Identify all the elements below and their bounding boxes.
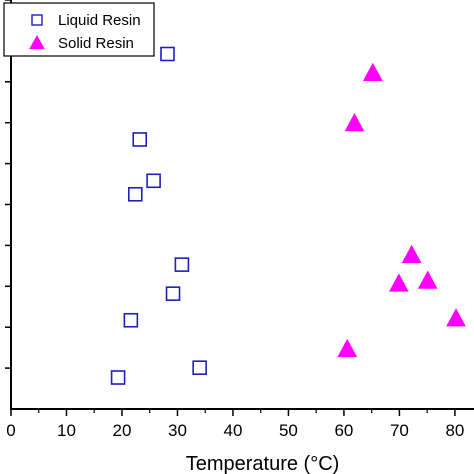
x-tick-label: 30 xyxy=(168,421,187,440)
data-point-liquid-resin xyxy=(165,286,181,301)
data-point-solid-resin xyxy=(446,308,466,327)
legend-marker-solid-resin xyxy=(29,34,45,50)
legend-label: Liquid Resin xyxy=(58,12,141,29)
x-tick-label: 0 xyxy=(6,421,15,440)
data-point-liquid-resin xyxy=(132,132,148,147)
legend-label: Solid Resin xyxy=(58,35,134,52)
data-point-solid-resin xyxy=(337,338,358,358)
data-point-liquid-resin xyxy=(127,186,143,202)
legend-entries: Liquid Resin Solid Resin xyxy=(29,12,141,52)
data-point-liquid-resin xyxy=(192,360,207,375)
data-point-liquid-resin xyxy=(174,257,190,272)
plot-points xyxy=(110,46,466,385)
data-point-liquid-resin xyxy=(146,173,161,189)
x-tick-label: 10 xyxy=(57,421,76,440)
x-tick-label: 80 xyxy=(445,421,464,440)
data-point-solid-resin xyxy=(344,113,365,132)
x-tick-label: 20 xyxy=(113,421,132,440)
legend-marker-liquid-resin xyxy=(31,14,43,26)
x-tick-label: 40 xyxy=(223,421,242,440)
data-point-liquid-resin xyxy=(110,370,126,385)
data-point-solid-resin xyxy=(401,244,422,263)
legend-box xyxy=(3,2,155,57)
x-tick-label: 50 xyxy=(279,421,298,440)
x-tick-label: 60 xyxy=(334,421,353,440)
x-axis-title: Temperature (°C) xyxy=(186,453,340,474)
data-point-solid-resin xyxy=(362,62,383,81)
data-point-solid-resin xyxy=(417,270,438,289)
data-point-liquid-resin xyxy=(123,312,139,328)
data-point-liquid-resin xyxy=(160,46,175,62)
x-ticks: 0 10 20 30 40 50 60 70 80 xyxy=(6,409,464,440)
y-ticks xyxy=(5,0,11,369)
axes: 0 10 20 30 40 50 60 70 80 xyxy=(5,0,474,440)
data-point-solid-resin xyxy=(389,273,409,292)
legend: Liquid Resin Solid Resin xyxy=(3,2,155,57)
x-tick-label: 70 xyxy=(390,421,409,440)
